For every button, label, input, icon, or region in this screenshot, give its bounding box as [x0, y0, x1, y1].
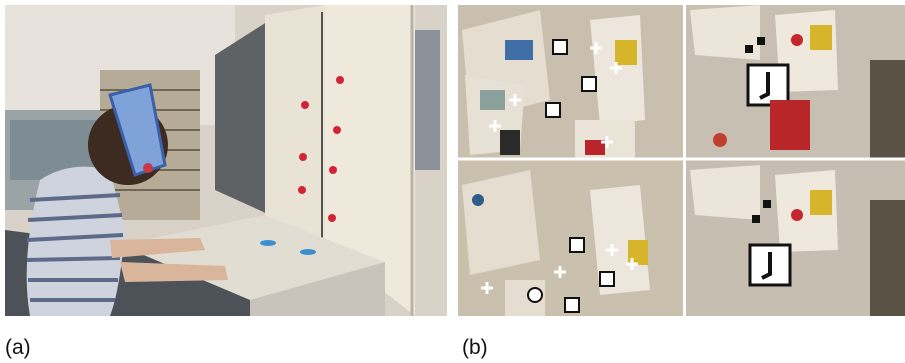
figure: (a) (b)	[0, 0, 905, 363]
photo-a	[5, 5, 447, 316]
photo-b	[458, 5, 905, 316]
view-top-left	[458, 5, 683, 158]
view-top-right	[686, 5, 905, 158]
view-bottom-left	[458, 160, 683, 316]
view-bottom-right	[686, 160, 905, 316]
panel-label: (a)	[5, 336, 31, 359]
page: (a) (b) (() => { const data = JSON.parse…	[0, 0, 905, 363]
panel-label: (b)	[462, 336, 488, 359]
